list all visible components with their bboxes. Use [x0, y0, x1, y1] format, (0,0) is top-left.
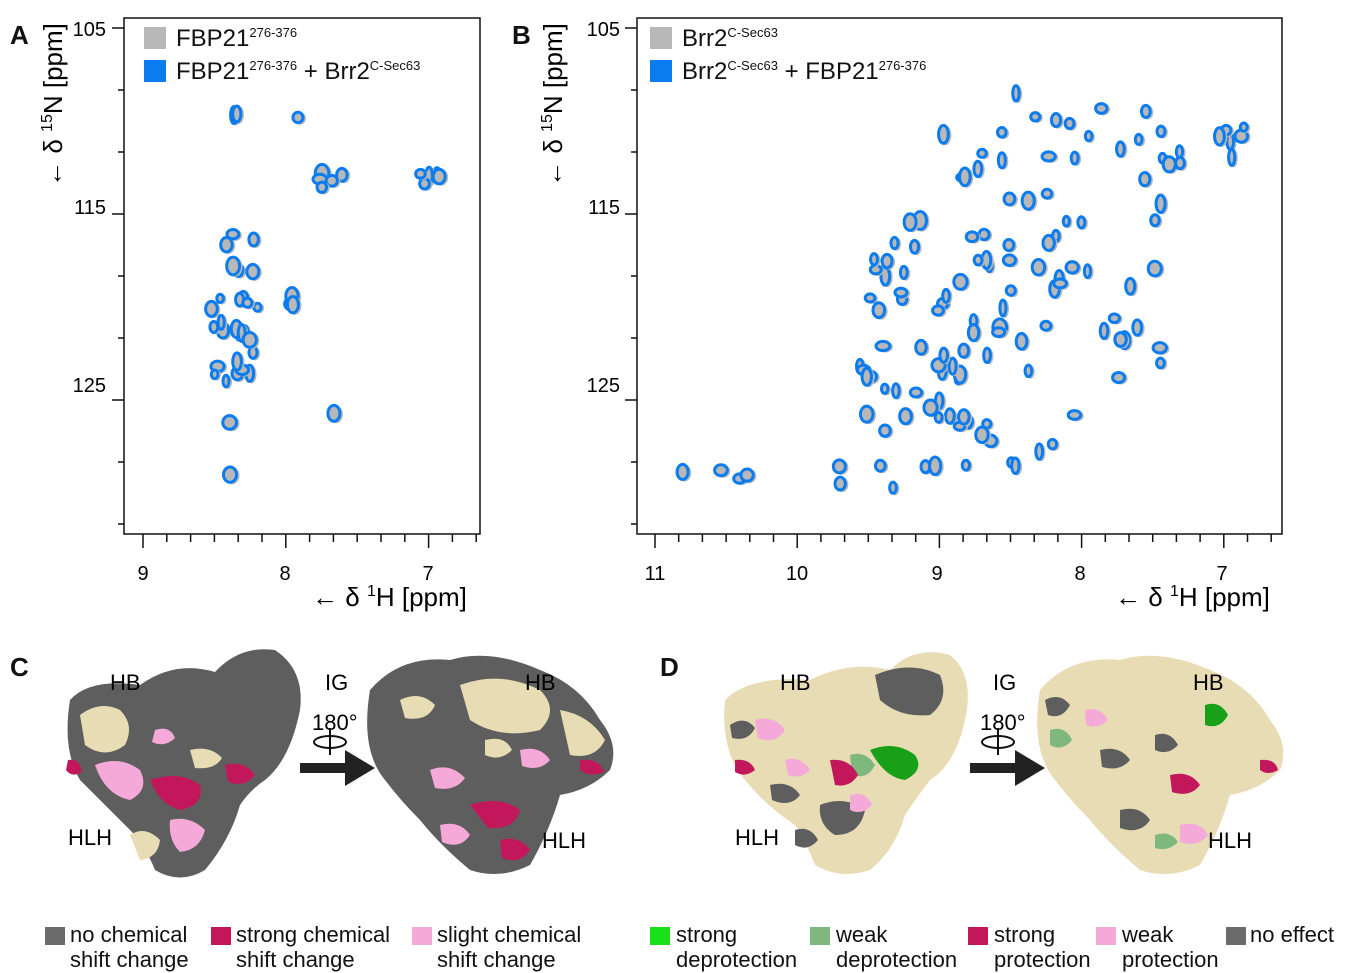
panel-b-xtick-8: 8 — [1074, 563, 1085, 585]
panel-c-label-hb2: HB — [525, 670, 556, 695]
panel-c-label-hlh: HLH — [68, 825, 112, 850]
panel-b-x-axis-label: ← δ 1H [ppm] — [1115, 582, 1270, 612]
panel-c-label-hb: HB — [110, 670, 141, 695]
legend-swatch-gray — [650, 27, 672, 49]
legend-weak-deprotection: weak deprotection — [836, 922, 957, 972]
panel-a-ytick-105: 105 — [73, 19, 106, 41]
panel-a-peaks — [206, 106, 449, 484]
svg-text:← δ 15N [ppm]: ← δ 15N [ppm] — [538, 23, 568, 187]
panel-a-ytick-115: 115 — [74, 197, 106, 219]
legend-swatch-weak-protection — [1096, 927, 1116, 945]
panel-a-y-axis-label: ← δ 15N [ppm] — [38, 23, 68, 187]
panel-a-xtick-9: 9 — [137, 563, 148, 585]
panel-b-ytick-125: 125 — [587, 375, 620, 397]
panel-b-ytick-105: 105 — [587, 19, 620, 41]
arrow-right-icon — [300, 750, 375, 786]
legend-swatch-weak-deprotection — [810, 927, 830, 945]
panel-b-legend-gray: Brr2C-Sec63 — [650, 25, 778, 53]
panel-b-xtick-9: 9 — [931, 563, 942, 585]
legend-swatch-gray — [144, 27, 166, 49]
legend-swatch-blue — [650, 60, 672, 82]
panel-b-spectrum: ← δ 15N [ppm] ← δ 1H [ppm] 105 115 125 1… — [500, 0, 1346, 620]
legend-strong-shift: strong chemical shift change — [236, 922, 390, 972]
panel-c-label-ig: IG — [325, 670, 348, 695]
panel-d-structures: HB HLH IG 180° HB HLH — [700, 630, 1340, 890]
panel-b-xtick-10: 10 — [786, 563, 808, 585]
legend-no-change: no chemical shift change — [70, 922, 189, 972]
panel-d-label-hlh: HLH — [735, 825, 779, 850]
panel-b-y-axis-label: ← δ 15N [ppm] — [538, 23, 568, 187]
panel-a-x-axis-label: ← δ 1H [ppm] — [312, 582, 467, 612]
legend-weak-protection: weak protection — [1122, 922, 1219, 972]
panel-letter-d: D — [660, 652, 679, 683]
panel-b-legend-blue: Brr2C-Sec63 + FBP21276-376 — [650, 58, 926, 86]
legend-strong-deprotection: strong deprotection — [676, 922, 797, 972]
legend-strong-protection: strong protection — [994, 922, 1091, 972]
panel-b-xtick-11: 11 — [645, 563, 666, 585]
legend-swatch-no-effect — [1226, 927, 1246, 945]
panel-d-label-rotation: 180° — [980, 710, 1026, 735]
panel-a-y-ticks — [112, 28, 124, 524]
panel-d-label-hb2: HB — [1193, 670, 1224, 695]
panel-d-label-ig: IG — [993, 670, 1016, 695]
panel-a-xtick-8: 8 — [279, 563, 290, 585]
legend-swatch-no-change — [45, 927, 65, 945]
panel-a-plot-frame — [124, 18, 480, 534]
svg-text:← δ 15N [ppm]: ← δ 15N [ppm] — [38, 23, 68, 187]
panel-a-x-ticks — [143, 534, 476, 548]
legend-no-effect: no effect — [1250, 922, 1334, 947]
legend-swatch-slight-shift — [412, 927, 432, 945]
panel-a-xtick-7: 7 — [422, 563, 433, 585]
legend-swatch-strong-shift — [211, 927, 231, 945]
legend-swatch-strong-deprotection — [650, 927, 670, 945]
legend-slight-shift: slight chemical shift change — [437, 922, 581, 972]
panel-d-label-hlh2: HLH — [1208, 828, 1252, 853]
panel-b-peaks — [677, 86, 1250, 496]
panel-a-legend-blue: FBP21276-376 + Brr2C-Sec63 — [144, 58, 420, 86]
panel-b-y-ticks — [625, 28, 637, 524]
arrow-right-icon — [970, 750, 1045, 786]
panel-b-x-ticks — [655, 534, 1271, 548]
panel-b-xtick-7: 7 — [1216, 563, 1227, 585]
legend-swatch-blue — [144, 60, 166, 82]
panel-a-legend-gray: FBP21276-376 — [144, 25, 297, 53]
panel-c-label-hlh2: HLH — [542, 828, 586, 853]
panel-b-ytick-115: 115 — [588, 197, 620, 219]
legend-swatch-strong-protection — [968, 927, 988, 945]
panel-c-label-rotation: 180° — [312, 710, 358, 735]
panel-c-structures: HB HLH IG 180° HB HLH — [0, 630, 640, 890]
panel-d-label-hb: HB — [780, 670, 811, 695]
panel-a-ytick-125: 125 — [73, 375, 106, 397]
